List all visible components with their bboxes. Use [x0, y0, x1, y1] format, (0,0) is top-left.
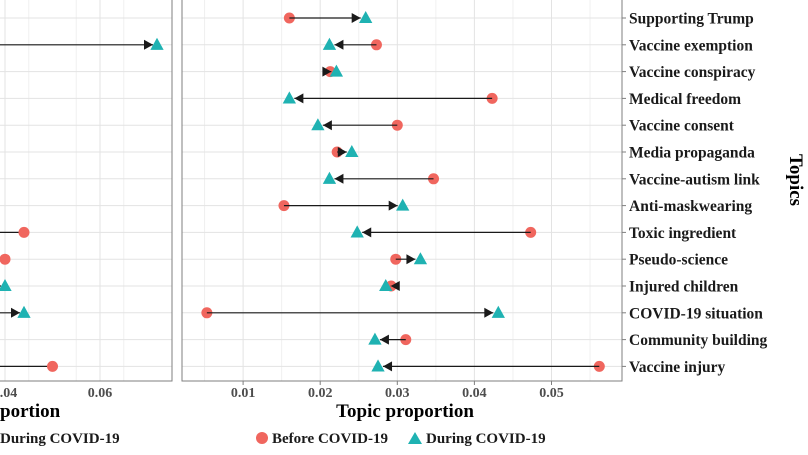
category-label: Anti-maskwearing — [629, 198, 752, 215]
category-label: Vaccine conspiracy — [629, 64, 756, 81]
left-during-point — [17, 305, 31, 318]
during-point — [322, 37, 337, 50]
during-point — [396, 198, 410, 211]
y-axis-title: Topics — [785, 154, 806, 206]
category-label: Toxic ingredient — [629, 225, 737, 242]
legend-during-marker — [408, 432, 422, 444]
left-x-axis-title: portion — [0, 401, 61, 422]
left-before-point — [47, 360, 58, 372]
category-label: Medical freedom — [629, 91, 741, 108]
legend-before-label: Before COVID-19 — [272, 431, 388, 447]
during-point — [359, 11, 373, 24]
category-label: Injured children — [629, 279, 739, 296]
left-row-arrow-arrowhead — [144, 39, 153, 50]
legend-before-marker — [256, 432, 268, 444]
left-panel: 0.04 0.06 — [0, 0, 173, 401]
legend-during-label: During COVID-19 — [426, 431, 546, 447]
during-point — [345, 145, 359, 158]
x-tick-label: 0.01 — [231, 386, 256, 401]
during-point — [322, 171, 337, 184]
category-label: Media propaganda — [629, 145, 755, 162]
left-row-arrow-arrowhead — [0, 285, 1, 287]
left-during-point — [150, 37, 164, 50]
during-point — [350, 225, 364, 238]
change-arrow-arrowhead — [322, 120, 332, 131]
change-arrow-arrowhead — [388, 200, 398, 211]
change-arrow-arrowhead — [484, 307, 494, 318]
change-arrow-arrowhead — [383, 361, 393, 372]
change-arrow-arrowhead — [406, 254, 416, 265]
category-label: Supporting Trump — [629, 11, 754, 28]
change-arrow-arrowhead — [334, 39, 344, 50]
change-arrow-arrowhead — [337, 147, 347, 157]
category-label: Community building — [629, 332, 768, 349]
x-tick-label: 0.04 — [462, 386, 487, 401]
x-tick-label: 0.05 — [539, 386, 564, 401]
during-point — [368, 332, 382, 345]
during-point — [413, 252, 428, 265]
during-point — [282, 91, 297, 104]
during-point — [311, 118, 325, 131]
change-arrow-arrowhead — [294, 93, 304, 104]
left-x-tick-label: 0.06 — [88, 386, 113, 401]
left-row-arrow-arrowhead — [11, 307, 20, 318]
left-x-tick-label: 0.04 — [0, 386, 17, 401]
left-legend-fragment: During COVID-19 — [0, 431, 120, 447]
during-point — [491, 305, 505, 318]
left-legend-label-during: During COVID-19 — [0, 431, 120, 447]
category-label: COVID-19 situation — [629, 305, 763, 322]
left-before-point — [0, 253, 11, 265]
left-panel-frame — [0, 0, 173, 382]
change-arrow-arrowhead — [379, 334, 389, 345]
during-point — [329, 64, 344, 77]
main-panel-frame — [181, 0, 623, 382]
left-during-point — [0, 279, 12, 292]
during-point — [379, 279, 393, 292]
change-arrow-arrowhead — [362, 227, 372, 238]
x-axis-title: Topic proportion — [336, 401, 474, 422]
legend: Before COVID-19 During COVID-19 — [256, 431, 546, 447]
during-point — [371, 359, 385, 372]
x-tick-label: 0.02 — [308, 386, 333, 401]
change-arrow-arrowhead — [322, 66, 332, 77]
main-panel: 0.01 0.02 0.03 0.04 0.05 Supporting Trump Vacc… — [181, 0, 768, 401]
category-label: Vaccine consent — [629, 118, 735, 135]
category-label: Vaccine exemption — [629, 37, 753, 54]
left-before-point — [18, 226, 30, 238]
category-label: Vaccine-autism link — [629, 171, 760, 188]
category-label: Vaccine injury — [629, 359, 726, 376]
change-arrow-arrowhead — [334, 173, 344, 184]
change-arrow-arrowhead — [390, 281, 400, 291]
category-label: Pseudo-science — [629, 252, 728, 269]
change-arrow-arrowhead — [351, 13, 361, 23]
x-tick-label: 0.03 — [385, 386, 410, 401]
